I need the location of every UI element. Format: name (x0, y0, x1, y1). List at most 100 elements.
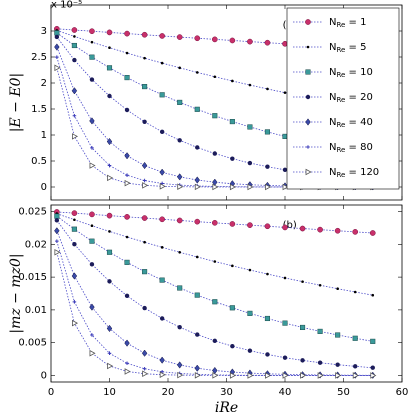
marker (108, 46, 111, 49)
marker (89, 28, 95, 35)
x-tick-label: 10 (103, 387, 116, 398)
marker (248, 268, 252, 272)
marker (159, 371, 166, 378)
marker (73, 218, 76, 222)
marker (195, 255, 199, 259)
marker (195, 332, 200, 337)
marker (282, 355, 288, 360)
x-tick-label: 0 (48, 387, 54, 398)
marker (369, 230, 376, 236)
marker (211, 219, 218, 226)
legend-marker (305, 168, 312, 176)
marker (247, 160, 253, 166)
x-tick-label: 30 (220, 387, 233, 398)
y-tick-label: 2.5 (31, 52, 47, 63)
marker (159, 33, 165, 39)
marker (247, 38, 253, 45)
marker (142, 370, 149, 378)
marker (264, 39, 271, 46)
y-multiplier: x 10⁻⁵ (51, 0, 82, 11)
marker (247, 124, 253, 130)
marker (300, 358, 305, 363)
x-tick-label: 50 (337, 387, 350, 398)
marker (142, 178, 147, 183)
marker (247, 222, 253, 228)
marker (231, 264, 234, 268)
marker (371, 293, 375, 297)
legend-label: NRe = 10 (329, 67, 373, 79)
marker (71, 272, 78, 280)
marker (143, 56, 146, 60)
y-tick-label: 0.005 (18, 338, 47, 349)
marker (212, 338, 217, 344)
marker (229, 372, 236, 379)
y-tick-label: 1.5 (31, 104, 47, 115)
marker (177, 371, 184, 379)
marker (195, 71, 199, 74)
y-tick-label: 0.02 (25, 239, 47, 250)
marker (283, 276, 287, 280)
marker (89, 262, 95, 267)
marker (72, 319, 79, 327)
marker (177, 138, 182, 143)
marker (124, 152, 130, 160)
marker (89, 117, 95, 125)
legend-label: NRe = 5 (329, 42, 366, 54)
marker (54, 227, 60, 235)
marker (106, 249, 113, 255)
marker (231, 79, 234, 83)
y-axis-label: |E − E0| (8, 73, 24, 132)
marker (124, 339, 130, 347)
marker (178, 66, 181, 70)
marker (90, 224, 94, 228)
marker (90, 146, 94, 150)
marker (72, 242, 77, 247)
marker (177, 99, 183, 105)
marker (195, 145, 200, 150)
marker (282, 224, 288, 231)
marker (212, 372, 219, 379)
marker (89, 238, 95, 244)
marker (177, 324, 182, 330)
marker (125, 235, 129, 239)
marker (212, 183, 219, 191)
marker (248, 83, 252, 87)
marker (317, 328, 323, 334)
marker (282, 183, 289, 191)
marker (370, 338, 376, 344)
marker (90, 333, 94, 337)
marker (194, 35, 201, 42)
marker (142, 182, 149, 189)
marker (194, 183, 201, 191)
marker (124, 107, 130, 113)
marker (90, 40, 94, 44)
marker (124, 179, 131, 187)
marker (266, 87, 269, 91)
marker (213, 260, 217, 263)
marker (125, 173, 129, 177)
marker (264, 315, 270, 322)
marker (125, 51, 129, 55)
y-tick-label: 0.015 (18, 272, 47, 283)
legend-label: NRe = 40 (329, 117, 373, 129)
marker (194, 218, 201, 225)
marker (176, 361, 183, 369)
y-tick-label: 1 (41, 130, 47, 141)
marker (282, 133, 288, 139)
marker (159, 216, 165, 223)
marker (282, 320, 288, 326)
marker (370, 372, 377, 379)
marker (141, 161, 148, 170)
marker (71, 42, 77, 49)
marker (72, 133, 79, 140)
marker (317, 360, 323, 365)
marker (300, 372, 307, 379)
annotation: (b) (283, 220, 297, 231)
marker (124, 293, 130, 299)
marker (107, 362, 114, 370)
marker (160, 61, 164, 65)
y-tick-label: 2 (41, 78, 47, 89)
marker (194, 106, 200, 112)
marker (106, 212, 113, 219)
